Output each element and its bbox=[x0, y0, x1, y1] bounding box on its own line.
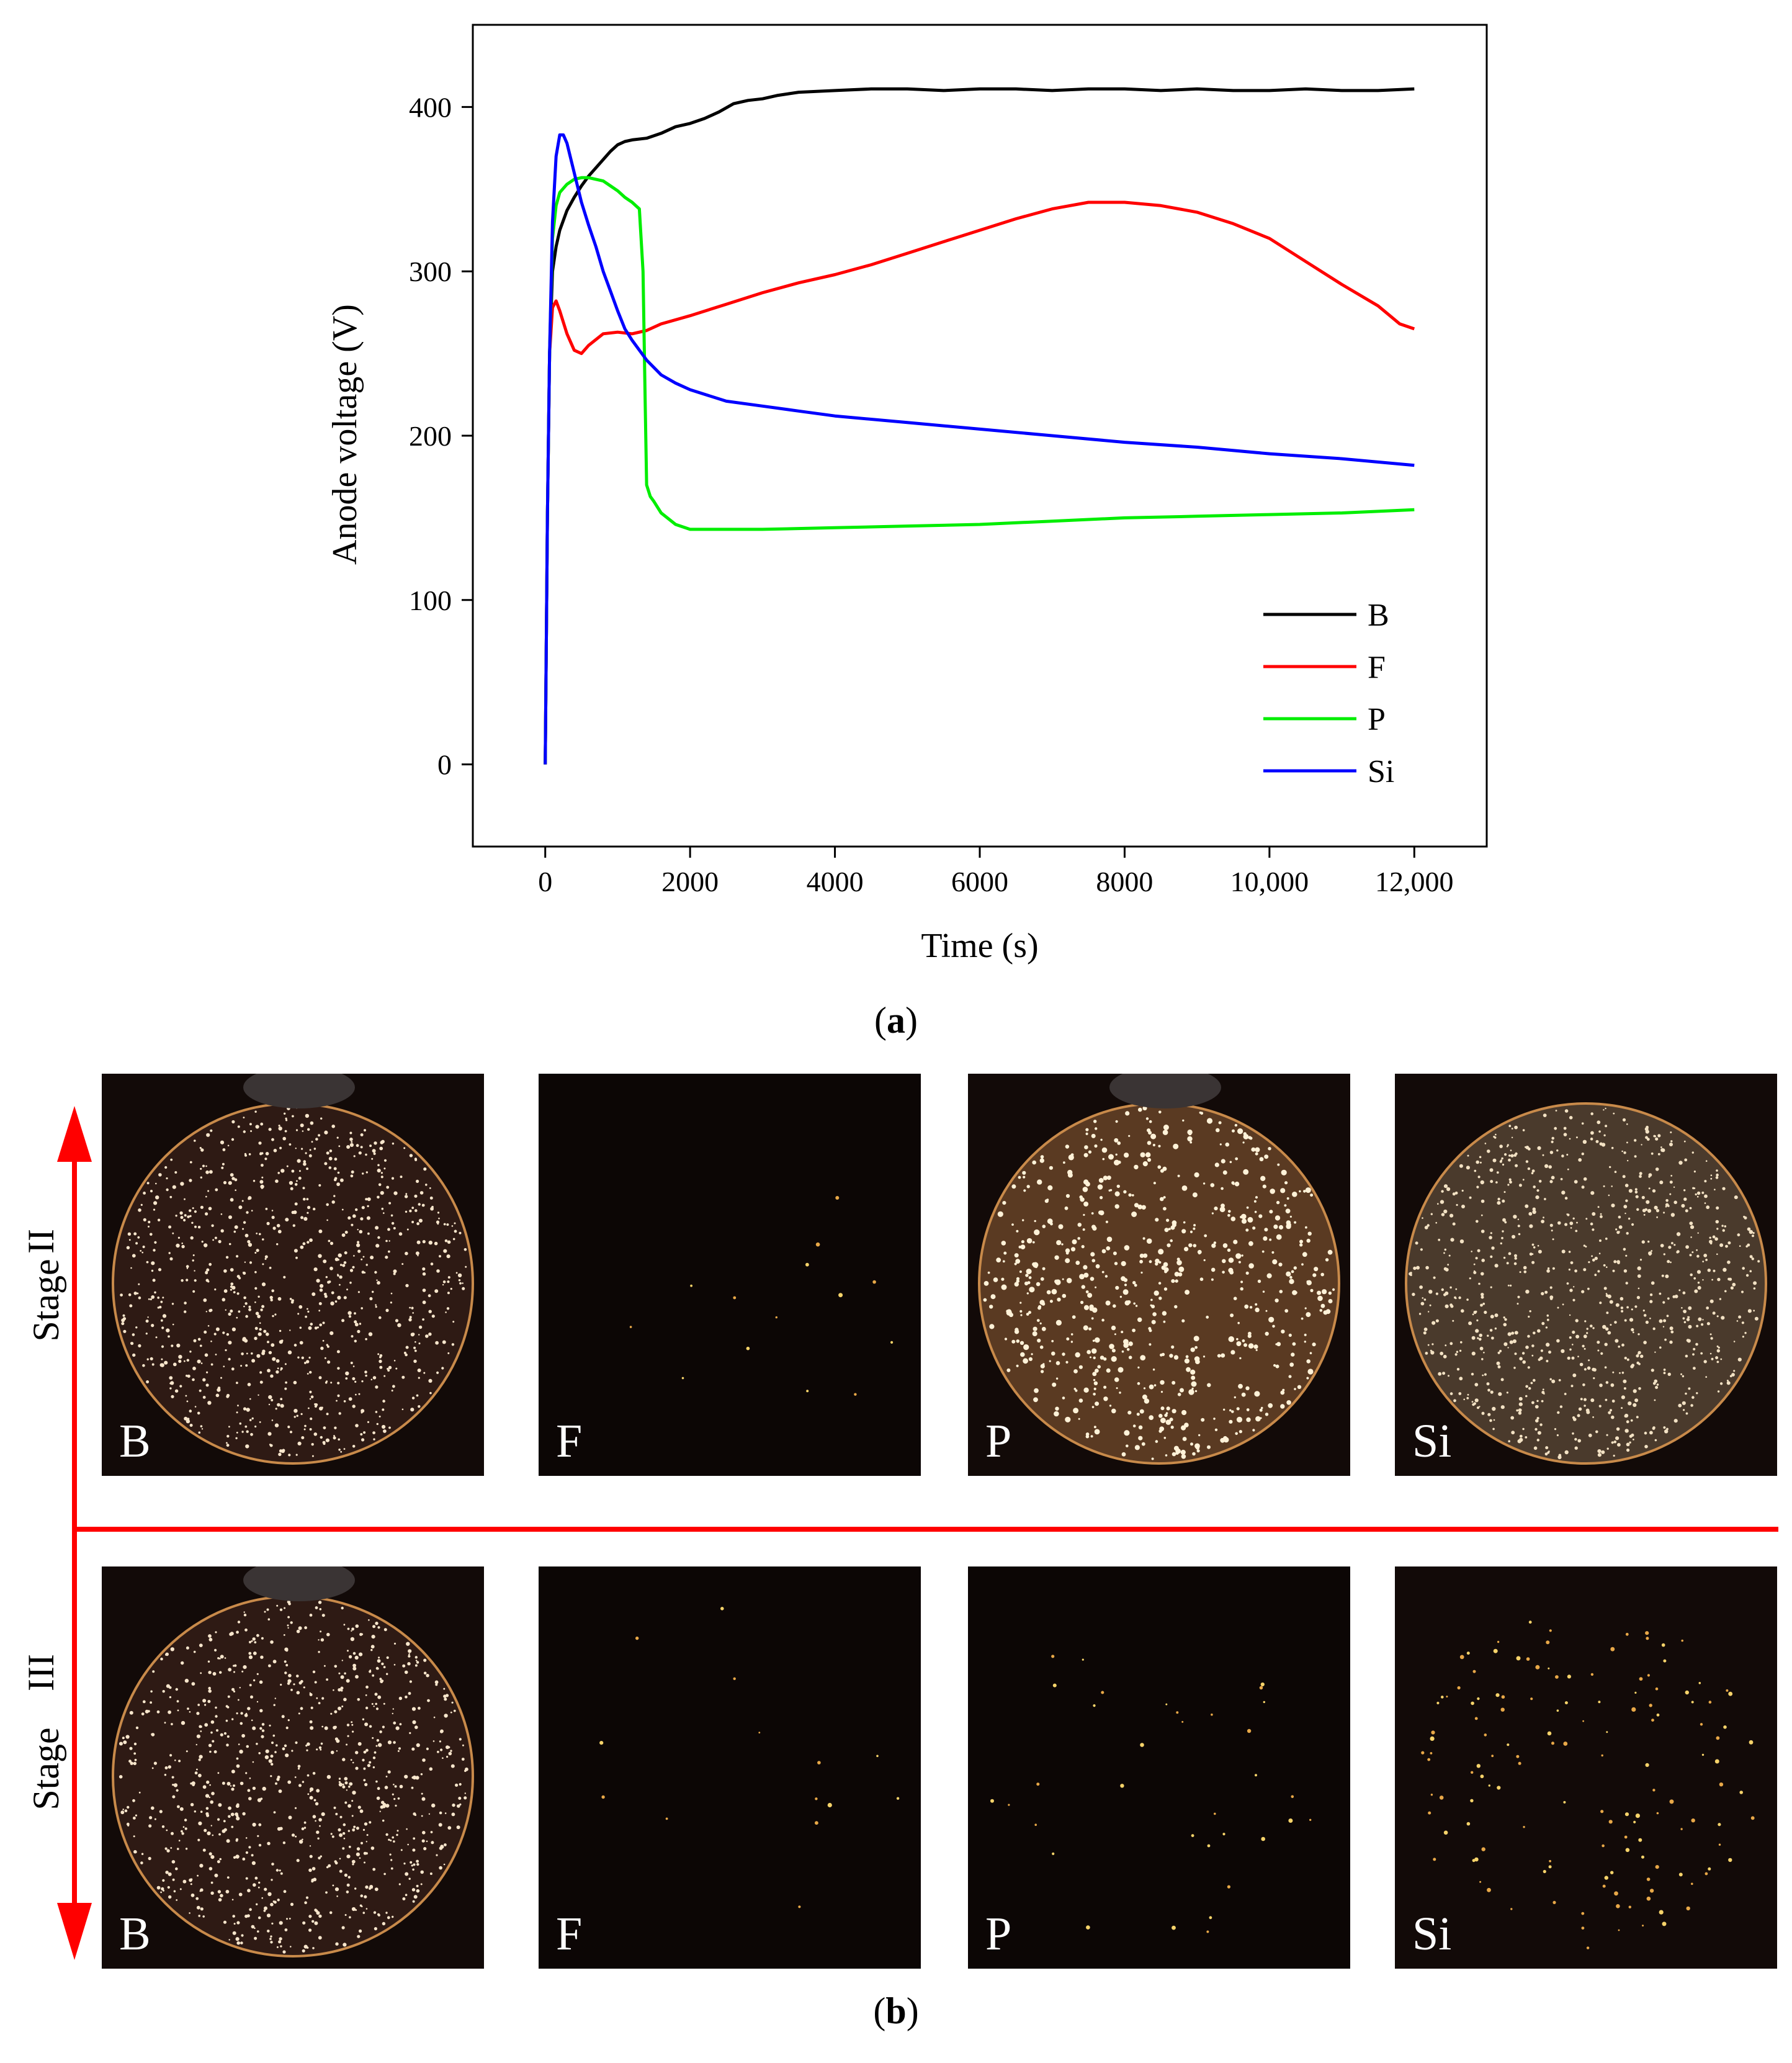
photo-label: B bbox=[119, 1415, 151, 1467]
legend-label-si: Si bbox=[1368, 754, 1394, 789]
stage-axis bbox=[57, 1106, 1778, 1960]
y-tick-label: 300 bbox=[409, 256, 452, 287]
sample-image bbox=[968, 1074, 1350, 1476]
stage-iii-number: III bbox=[20, 1654, 61, 1691]
legend-label-p: P bbox=[1368, 702, 1386, 737]
x-axis-ticks: 0 2000 4000 6000 8000 10,000 12,000 bbox=[538, 847, 1454, 897]
y-axis-ticks: 0 100 200 300 400 bbox=[409, 91, 473, 781]
photo-stage-ii-si: Si bbox=[1395, 1074, 1777, 1476]
photo-label: P bbox=[985, 1415, 1012, 1467]
sample-image bbox=[968, 1566, 1350, 1969]
x-tick-label: 12,000 bbox=[1375, 866, 1454, 897]
sample-image bbox=[1395, 1566, 1777, 1969]
stage-arrow-head-down bbox=[57, 1903, 92, 1960]
sample-image bbox=[1395, 1074, 1777, 1476]
chart-legend: BFP Si bbox=[1263, 598, 1394, 789]
photo-stage-ii-f: F bbox=[539, 1074, 921, 1476]
x-tick-label: 2000 bbox=[661, 866, 719, 897]
sample-image bbox=[102, 1566, 484, 1969]
x-tick-label: 10,000 bbox=[1230, 866, 1309, 897]
photo-label: F bbox=[556, 1415, 583, 1467]
y-tick-label: 400 bbox=[409, 91, 452, 123]
x-tick-label: 0 bbox=[538, 866, 552, 897]
sample-image bbox=[539, 1074, 921, 1476]
x-tick-label: 6000 bbox=[951, 866, 1008, 897]
x-tick-label: 8000 bbox=[1096, 866, 1153, 897]
anode-voltage-chart: 0 2000 4000 6000 8000 10,000 12,000 0 100 200 300… bbox=[326, 24, 1488, 965]
photo-label: B bbox=[119, 1908, 151, 1960]
caption-a: (a) bbox=[874, 1000, 918, 1041]
sample-image bbox=[539, 1566, 921, 1969]
photo-stage-iii-si: Si bbox=[1395, 1566, 1777, 1969]
y-tick-label: 100 bbox=[409, 585, 452, 616]
photo-stage-ii-p: P bbox=[968, 1074, 1350, 1476]
legend-label-b: B bbox=[1368, 598, 1389, 633]
stage-ii-number: II bbox=[20, 1229, 61, 1254]
photo-label: Si bbox=[1412, 1415, 1452, 1467]
caption-b: (b) bbox=[873, 1990, 919, 2031]
plot-frame bbox=[472, 24, 1488, 848]
legend-label-f: F bbox=[1368, 650, 1386, 685]
photo-label: Si bbox=[1412, 1908, 1452, 1960]
x-tick-label: 4000 bbox=[807, 866, 864, 897]
photo-label: F bbox=[556, 1908, 583, 1960]
photo-stage-iii-f: F bbox=[539, 1566, 921, 1969]
photo-label: P bbox=[985, 1908, 1012, 1960]
photo-stage-iii-b: B bbox=[102, 1566, 484, 1969]
y-tick-label: 200 bbox=[409, 420, 452, 452]
photo-stage-ii-b: B bbox=[102, 1074, 484, 1476]
caption-a-letter: a bbox=[887, 1000, 905, 1041]
caption-b-letter: b bbox=[885, 1990, 907, 2031]
series-line-f bbox=[544, 200, 1415, 765]
stage-arrow-head-up bbox=[57, 1106, 92, 1162]
sample-image bbox=[102, 1074, 484, 1476]
series-lines bbox=[544, 87, 1415, 765]
series-line-si bbox=[544, 133, 1415, 765]
x-axis-label: Time (s) bbox=[921, 927, 1038, 965]
series-line-b bbox=[544, 87, 1415, 765]
y-axis-label: Anode voltage (V) bbox=[326, 304, 364, 565]
y-tick-label: 0 bbox=[437, 749, 452, 781]
series-line-p bbox=[544, 176, 1415, 765]
photo-stage-iii-p: P bbox=[968, 1566, 1350, 1969]
